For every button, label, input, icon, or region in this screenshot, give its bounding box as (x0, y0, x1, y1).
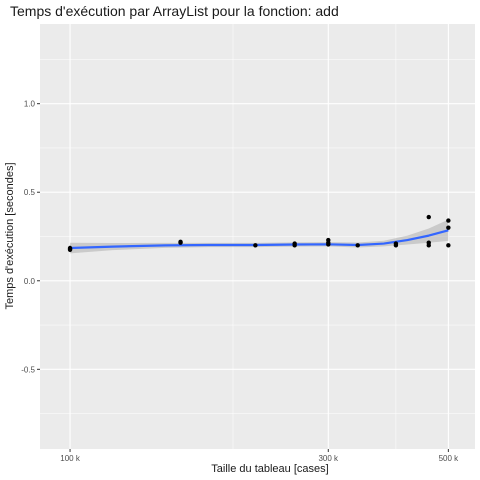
x-tick-label: 300 k (318, 454, 339, 463)
grid-lines (40, 24, 475, 449)
data-point (446, 225, 451, 230)
y-axis-title: Temps d'exécution [secondes] (4, 162, 16, 309)
x-axis: 100 k 300 k 500 k (60, 449, 459, 463)
chart-title: Temps d'exécution par ArrayList pour la … (10, 3, 339, 19)
y-tick-label: 1.0 (24, 100, 36, 109)
data-point (253, 243, 258, 248)
x-axis-title: Taille du tableau [cases] (211, 463, 328, 475)
x-tick-label: 100 k (60, 454, 81, 463)
y-tick-label: -0.5 (21, 365, 35, 374)
y-tick-label: 0.0 (24, 277, 36, 286)
data-point (292, 241, 297, 246)
y-axis: -0.5 0.0 0.5 1.0 (21, 100, 40, 374)
data-point (67, 246, 73, 252)
data-points (67, 214, 451, 252)
y-tick-label: 0.5 (24, 188, 36, 197)
data-point (426, 240, 431, 245)
smooth-line (70, 229, 449, 250)
data-point (326, 237, 331, 243)
data-point (446, 243, 451, 248)
data-point (446, 218, 451, 223)
data-point (355, 243, 360, 248)
data-point (426, 214, 431, 220)
data-point (393, 241, 399, 246)
x-tick-label: 500 k (439, 454, 460, 463)
smooth-curve (70, 229, 449, 250)
data-point (178, 239, 183, 245)
